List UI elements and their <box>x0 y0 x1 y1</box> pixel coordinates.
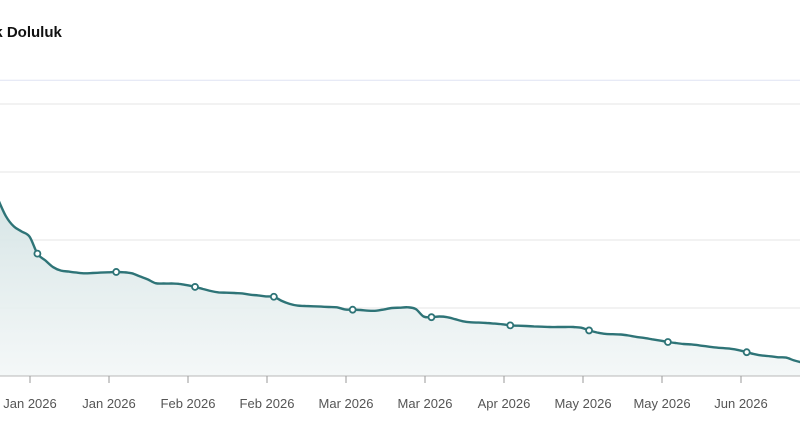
data-point-marker <box>742 348 751 357</box>
data-point-marker <box>348 305 357 314</box>
series-line <box>0 200 800 364</box>
x-tick-label: Feb 2026 <box>161 396 216 411</box>
x-tick-label: Jan 2026 <box>82 396 136 411</box>
x-tick-label: Apr 2026 <box>478 396 531 411</box>
x-tick-label: Jan 2026 <box>3 396 57 411</box>
data-point-marker <box>427 313 436 322</box>
chart-title: ek Doluluk <box>0 24 62 41</box>
x-tick-label: Jun 2026 <box>714 396 768 411</box>
series-area <box>0 203 800 376</box>
series-markers <box>33 249 751 357</box>
x-tick-label: May 2026 <box>633 396 690 411</box>
x-tick-label: Mar 2026 <box>319 396 374 411</box>
data-point-marker <box>112 268 121 276</box>
data-point-marker <box>191 283 199 291</box>
x-axis: Jan 2026 Jan 2026 Feb 2026 Feb 2026 Mar 2026… <box>3 376 768 411</box>
x-tick-label: Feb 2026 <box>240 396 295 411</box>
data-point-marker <box>585 326 593 335</box>
data-point-marker <box>663 338 672 346</box>
data-point-marker <box>33 249 42 258</box>
data-point-marker <box>506 321 515 330</box>
x-tick-label: Mar 2026 <box>398 396 453 411</box>
data-point-marker <box>269 292 278 301</box>
x-tick-label: May 2026 <box>554 396 611 411</box>
